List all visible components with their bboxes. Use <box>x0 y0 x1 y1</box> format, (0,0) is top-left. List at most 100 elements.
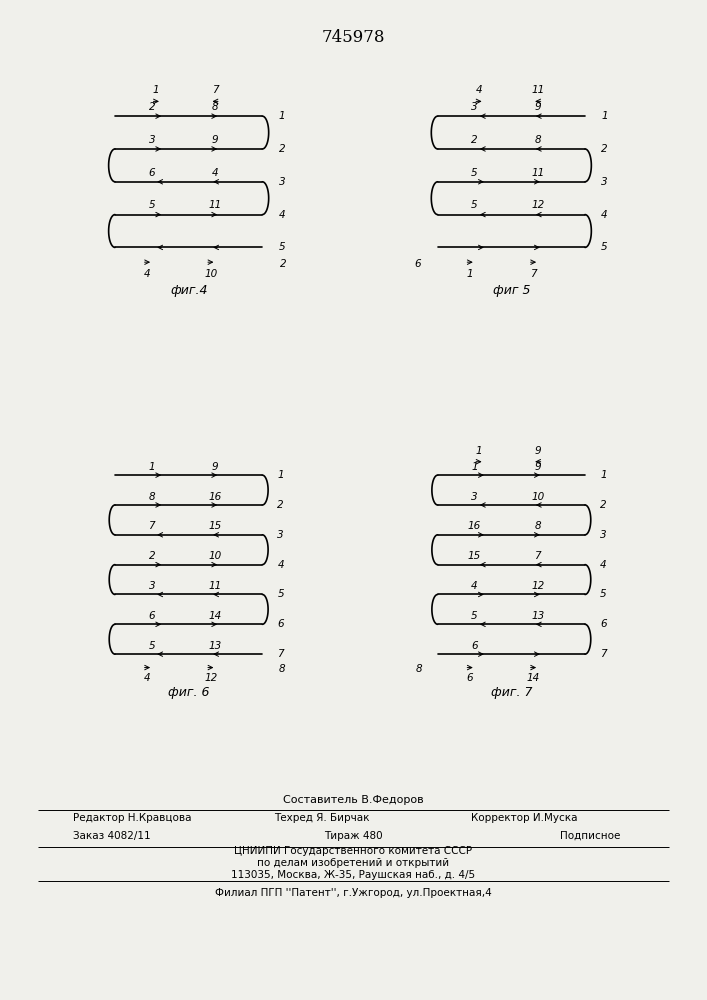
Text: фиг. 7: фиг. 7 <box>491 686 532 699</box>
Text: 8: 8 <box>534 135 541 145</box>
Text: 113035, Москва, Ж-35, Раушская наб., д. 4/5: 113035, Москва, Ж-35, Раушская наб., д. … <box>231 870 476 880</box>
Text: 15: 15 <box>209 521 222 531</box>
Text: 7: 7 <box>530 269 537 279</box>
Text: 4: 4 <box>471 581 478 591</box>
Text: 7: 7 <box>148 521 155 531</box>
Text: 1: 1 <box>467 269 474 279</box>
Text: 9: 9 <box>212 462 218 472</box>
Text: 13: 13 <box>209 641 222 651</box>
Text: 3: 3 <box>600 530 607 540</box>
Text: 8: 8 <box>212 102 218 112</box>
Text: 8: 8 <box>279 664 286 674</box>
Text: 1: 1 <box>471 462 478 472</box>
Text: 5: 5 <box>277 589 284 599</box>
Text: 16: 16 <box>209 492 222 502</box>
Text: фиг.4: фиг.4 <box>170 284 207 297</box>
Text: Филиал ПГП ''Патент'', г.Ужгород, ул.Проектная,4: Филиал ПГП ''Патент'', г.Ужгород, ул.Про… <box>215 888 492 898</box>
Text: 14: 14 <box>209 611 222 621</box>
Text: 2: 2 <box>601 144 608 154</box>
Text: 6: 6 <box>414 259 421 269</box>
Text: 4: 4 <box>279 210 285 220</box>
Text: 9: 9 <box>534 446 541 456</box>
Text: 4: 4 <box>600 560 607 570</box>
Text: 10: 10 <box>204 269 217 279</box>
Text: 10: 10 <box>531 492 544 502</box>
Text: 5: 5 <box>601 242 608 252</box>
Text: 5: 5 <box>600 589 607 599</box>
Text: 9: 9 <box>534 462 541 472</box>
Text: 2: 2 <box>471 135 478 145</box>
Text: 4: 4 <box>144 673 151 683</box>
Text: 3: 3 <box>471 102 478 112</box>
Text: 7: 7 <box>600 649 607 659</box>
Text: 6: 6 <box>471 641 478 651</box>
Text: фиг. 6: фиг. 6 <box>168 686 209 699</box>
Text: 6: 6 <box>148 611 155 621</box>
Text: 6: 6 <box>277 619 284 629</box>
Text: 5: 5 <box>471 611 478 621</box>
Text: 11: 11 <box>531 85 544 95</box>
Text: 1: 1 <box>600 470 607 480</box>
Text: фиг 5: фиг 5 <box>493 284 530 297</box>
Text: 6: 6 <box>600 619 607 629</box>
Text: 1: 1 <box>148 462 155 472</box>
Text: Техред Я. Бирчак: Техред Я. Бирчак <box>274 813 370 823</box>
Text: Корректор И.Муска: Корректор И.Муска <box>472 813 578 823</box>
Text: ЦНИИПИ Государственного комитета СССР: ЦНИИПИ Государственного комитета СССР <box>235 846 472 856</box>
Text: 8: 8 <box>148 492 155 502</box>
Text: 7: 7 <box>534 551 541 561</box>
Text: 3: 3 <box>277 530 284 540</box>
Text: 3: 3 <box>148 135 155 145</box>
Text: 2: 2 <box>279 144 285 154</box>
Text: 3: 3 <box>601 177 608 187</box>
Text: 2: 2 <box>277 500 284 510</box>
Text: Тираж 480: Тираж 480 <box>325 831 382 841</box>
Text: 5: 5 <box>148 641 155 651</box>
Text: 2: 2 <box>148 551 155 561</box>
Text: 4: 4 <box>601 210 608 220</box>
Text: 3: 3 <box>471 492 478 502</box>
Text: Редактор Н.Кравцова: Редактор Н.Кравцова <box>73 813 192 823</box>
Text: 5: 5 <box>471 168 478 178</box>
Text: 2: 2 <box>280 259 286 269</box>
Text: 1: 1 <box>153 85 160 95</box>
Text: 3: 3 <box>279 177 285 187</box>
Text: 14: 14 <box>527 673 540 683</box>
Text: 12: 12 <box>531 200 544 210</box>
Text: 4: 4 <box>212 168 218 178</box>
Text: Подписное: Подписное <box>560 831 620 841</box>
Text: 9: 9 <box>212 135 218 145</box>
Text: 8: 8 <box>415 664 422 674</box>
Text: 1: 1 <box>601 111 608 121</box>
Text: 5: 5 <box>148 200 155 210</box>
Text: 13: 13 <box>531 611 544 621</box>
Text: Составитель В.Федоров: Составитель В.Федоров <box>284 795 423 805</box>
Text: 8: 8 <box>534 521 541 531</box>
Text: 16: 16 <box>468 521 481 531</box>
Text: 4: 4 <box>277 560 284 570</box>
Text: 10: 10 <box>209 551 222 561</box>
Text: 1: 1 <box>476 446 482 456</box>
Text: 1: 1 <box>279 111 285 121</box>
Text: 12: 12 <box>531 581 544 591</box>
Text: 5: 5 <box>279 242 285 252</box>
Text: 9: 9 <box>534 102 541 112</box>
Text: 2: 2 <box>600 500 607 510</box>
Text: 12: 12 <box>204 673 217 683</box>
Text: 4: 4 <box>476 85 482 95</box>
Text: 5: 5 <box>471 200 478 210</box>
Text: 11: 11 <box>531 168 544 178</box>
Text: 6: 6 <box>148 168 155 178</box>
Text: 1: 1 <box>277 470 284 480</box>
Text: 7: 7 <box>277 649 284 659</box>
Text: 4: 4 <box>144 269 151 279</box>
Text: 15: 15 <box>468 551 481 561</box>
Text: Заказ 4082/11: Заказ 4082/11 <box>73 831 151 841</box>
Text: 745978: 745978 <box>322 29 385 46</box>
Text: 11: 11 <box>209 581 222 591</box>
Text: 6: 6 <box>467 673 474 683</box>
Text: по делам изобретений и открытий: по делам изобретений и открытий <box>257 858 450 868</box>
Text: 2: 2 <box>148 102 155 112</box>
Text: 11: 11 <box>209 200 222 210</box>
Text: 7: 7 <box>212 85 218 95</box>
